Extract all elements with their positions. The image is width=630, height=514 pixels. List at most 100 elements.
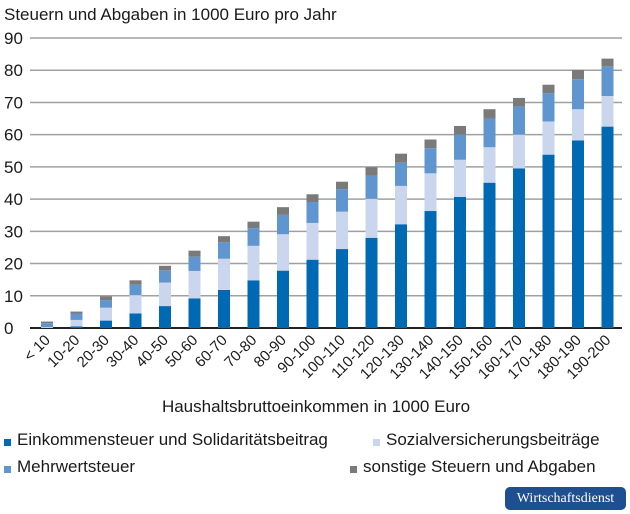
legend-item-einkommensteuer: Einkommensteuer und Solidaritätsbeitrag xyxy=(4,430,328,450)
bar-segment-0 xyxy=(218,289,230,328)
bar-segment-1 xyxy=(70,319,83,327)
bar-segment-2 xyxy=(100,300,112,308)
bar-segment-0 xyxy=(188,298,201,328)
bar-segment-0 xyxy=(513,168,525,328)
bar-segment-0 xyxy=(601,126,614,328)
y-tick-label: 70 xyxy=(4,93,23,112)
bar-segment-2 xyxy=(601,66,614,96)
legend-item-mehrwertsteuer: Mehrwertsteuer xyxy=(4,457,135,477)
bar-segment-0 xyxy=(424,211,437,328)
bar-segment-2 xyxy=(70,313,83,320)
x-tick-label: 50-60 xyxy=(162,332,201,371)
legend-label: Einkommensteuer und Solidaritätsbeitrag xyxy=(17,430,328,449)
x-tick-label: 70-80 xyxy=(221,332,260,371)
bar-segment-1 xyxy=(159,282,171,307)
bar-segment-2 xyxy=(41,323,53,328)
x-tick-label: 20-30 xyxy=(74,332,113,371)
x-tick-label: 60-70 xyxy=(192,332,231,371)
bar-segment-3 xyxy=(277,207,289,215)
bar-segment-3 xyxy=(336,181,348,190)
bar-segment-3 xyxy=(70,311,83,314)
bar-segment-2 xyxy=(129,284,142,296)
bar-segment-2 xyxy=(513,106,525,135)
bar-segment-0 xyxy=(483,182,496,328)
bar-segment-2 xyxy=(277,214,289,235)
x-axis-label: Haushaltsbruttoeinkommen in 1000 Euro xyxy=(162,397,470,416)
bar-segment-2 xyxy=(306,202,319,223)
bar-segment-3 xyxy=(454,125,466,135)
bar-segment-1 xyxy=(41,327,53,328)
bar-segment-3 xyxy=(365,167,378,176)
bar-segment-1 xyxy=(601,96,614,127)
bar-segment-2 xyxy=(483,118,496,148)
legend-item-sonstige: sonstige Steuern und Abgaben xyxy=(350,457,596,477)
bar-segment-3 xyxy=(395,153,407,163)
legend-swatch xyxy=(373,438,380,446)
bar-segment-2 xyxy=(424,148,437,174)
wirtschaftsdienst-logo: Wirtschaftsdienst xyxy=(505,487,626,510)
bar-segment-2 xyxy=(218,242,230,259)
bar-segment-1 xyxy=(513,134,525,169)
bar-segment-2 xyxy=(336,189,348,212)
bar-segment-1 xyxy=(336,211,348,250)
bar-segment-0 xyxy=(336,249,348,328)
bar-segment-0 xyxy=(542,154,555,328)
y-tick-label: 30 xyxy=(4,222,23,241)
legend-label: Mehrwertsteuer xyxy=(17,457,136,476)
x-tick-label: 30-40 xyxy=(103,332,142,371)
bar-segment-1 xyxy=(483,147,496,183)
bar-segment-3 xyxy=(218,236,230,243)
bar-segment-1 xyxy=(542,121,555,155)
bar-segment-3 xyxy=(188,250,201,257)
bar-segment-3 xyxy=(424,139,437,149)
bar-segment-1 xyxy=(277,234,289,271)
bar-segment-3 xyxy=(100,296,112,301)
bar-segment-0 xyxy=(306,259,319,328)
bar-segment-2 xyxy=(365,175,378,199)
bar-segment-0 xyxy=(395,224,407,328)
y-tick-label: 60 xyxy=(4,126,23,145)
legend-label: Sozialversicherungsbeiträge xyxy=(386,430,600,449)
bar-segment-3 xyxy=(41,321,53,324)
bar-segment-0 xyxy=(365,237,378,328)
y-tick-label: 80 xyxy=(4,61,23,80)
y-tick-label: 40 xyxy=(4,190,23,209)
bar-segment-1 xyxy=(365,198,378,238)
bar-segment-3 xyxy=(159,265,171,271)
y-tick-label: 10 xyxy=(4,287,23,306)
bar-segment-2 xyxy=(188,256,201,271)
y-tick-label: 50 xyxy=(4,158,23,177)
bar-segment-3 xyxy=(483,109,496,119)
bar-segment-0 xyxy=(277,270,289,328)
bar-segment-0 xyxy=(129,313,142,328)
bar-segment-1 xyxy=(218,258,230,290)
bar-segment-2 xyxy=(159,270,171,283)
legend-label: sonstige Steuern und Abgaben xyxy=(363,457,596,476)
chart-title: Steuern und Abgaben in 1000 Euro pro Jah… xyxy=(4,5,337,24)
bar-segment-2 xyxy=(454,134,466,160)
legend-swatch xyxy=(4,438,11,446)
bar-segment-0 xyxy=(247,280,260,328)
y-tick-label: 0 xyxy=(4,319,13,338)
bar-segment-1 xyxy=(454,159,466,197)
legend-item-sozialversicherung: Sozialversicherungsbeiträge xyxy=(373,430,600,450)
bar-segment-2 xyxy=(542,93,555,122)
bar-segment-0 xyxy=(100,320,112,328)
bar-segment-1 xyxy=(306,222,319,260)
y-tick-label: 20 xyxy=(4,255,23,274)
bar-segment-1 xyxy=(572,109,584,141)
bar-segment-3 xyxy=(601,58,614,67)
bar-segment-2 xyxy=(572,79,584,110)
bar-segment-2 xyxy=(247,228,260,246)
bar-segment-1 xyxy=(395,185,407,225)
bar-segment-3 xyxy=(306,194,319,203)
bar-segment-1 xyxy=(188,270,201,299)
legend-swatch xyxy=(4,465,11,473)
bar-segment-1 xyxy=(247,245,260,281)
bar-segment-0 xyxy=(572,140,584,328)
bar-segment-1 xyxy=(129,295,142,314)
x-tick-label: 40-50 xyxy=(133,332,172,371)
bar-segment-3 xyxy=(247,221,260,229)
